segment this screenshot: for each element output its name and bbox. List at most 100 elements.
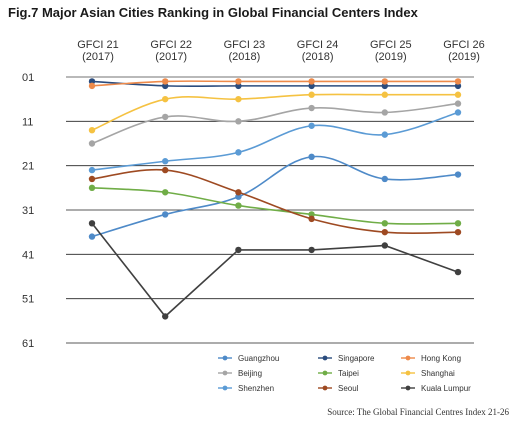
series-line-kuala-lumpur — [91, 222, 459, 318]
legend-item-hong-kong: Hong Kong — [401, 354, 461, 363]
data-point-seoul — [454, 228, 462, 236]
data-point-singapore — [162, 82, 169, 90]
legend-swatch-dot — [405, 370, 411, 376]
series-seoul — [88, 166, 462, 236]
data-point-guangzhou — [235, 193, 242, 200]
legend-item-singapore: Singapore — [318, 354, 375, 363]
data-point-shanghai — [454, 91, 462, 98]
data-point-kuala-lumpur — [235, 246, 242, 254]
data-point-singapore — [308, 82, 315, 90]
category-label: (2017) — [155, 51, 187, 63]
legend-label: Seoul — [338, 384, 359, 393]
data-point-guangzhou — [308, 153, 315, 160]
data-point-shenzhen — [162, 158, 169, 165]
data-point-shanghai — [381, 91, 388, 98]
data-point-seoul — [308, 215, 315, 223]
data-point-beijing — [381, 109, 388, 116]
series-taipei — [88, 184, 462, 227]
y-tick-label: 21 — [22, 161, 34, 173]
series-line-shanghai — [91, 93, 458, 131]
data-point-taipei — [88, 184, 96, 192]
category-label: (2018) — [302, 51, 334, 63]
data-point-hong-kong — [235, 78, 242, 85]
category-label: GFCI 22 — [150, 39, 192, 51]
y-tick-label: 51 — [22, 294, 34, 306]
y-axis-ticks: 01 11 21 31 41 51 61 — [22, 72, 34, 350]
legend-item-guangzhou: Guangzhou — [218, 354, 279, 363]
legend-swatch-dot — [322, 370, 328, 376]
data-point-singapore — [381, 82, 388, 90]
data-point-kuala-lumpur — [381, 242, 388, 249]
data-point-shanghai — [162, 95, 169, 103]
data-point-shenzhen — [381, 131, 388, 138]
series-line-singapore — [91, 80, 458, 88]
data-point-kuala-lumpur — [308, 246, 315, 254]
legend-label: Singapore — [338, 354, 375, 363]
data-point-hong-kong — [308, 78, 315, 85]
data-point-beijing — [308, 104, 315, 112]
data-point-beijing — [88, 140, 96, 147]
data-point-shanghai — [88, 127, 96, 134]
source-note: Source: The Global Financial Centres Ind… — [327, 407, 509, 417]
series-line-hong-kong — [91, 80, 458, 87]
series-shenzhen — [88, 109, 462, 174]
category-label: (2018) — [229, 51, 261, 63]
data-point-seoul — [235, 189, 242, 196]
y-tick-label: 61 — [22, 338, 34, 350]
data-point-beijing — [454, 100, 462, 107]
legend-swatch-dot — [322, 385, 328, 391]
legend-swatch-dot — [222, 370, 228, 376]
data-point-taipei — [235, 202, 242, 209]
series-line-beijing — [91, 102, 459, 145]
data-point-seoul — [162, 166, 169, 174]
legend-item-seoul: Seoul — [318, 384, 359, 393]
legend-label: Guangzhou — [238, 354, 279, 363]
data-point-singapore — [454, 82, 462, 90]
legend-swatch-dot — [322, 355, 328, 361]
data-point-beijing — [235, 118, 242, 125]
legend: Guangzhou Singapore Hong Kong Beijing Taipei… — [218, 354, 471, 393]
legend-swatch-dot — [405, 385, 411, 391]
data-point-shenzhen — [454, 109, 462, 116]
series-shanghai — [88, 91, 462, 134]
y-tick-label: 11 — [22, 116, 33, 128]
data-point-singapore — [88, 78, 96, 85]
category-label: (2019) — [375, 51, 407, 63]
series-lines — [88, 78, 462, 320]
data-point-hong-kong — [381, 78, 388, 85]
series-line-shenzhen — [91, 111, 459, 171]
data-point-hong-kong — [454, 78, 462, 85]
category-label: (2017) — [82, 51, 114, 63]
legend-item-beijing: Beijing — [218, 369, 262, 378]
legend-label: Shenzhen — [238, 384, 274, 393]
legend-swatch-dot — [222, 385, 228, 391]
legend-item-kuala-lumpur: Kuala Lumpur — [401, 384, 471, 393]
data-point-taipei — [454, 220, 462, 227]
legend-item-shenzhen: Shenzhen — [218, 384, 274, 393]
series-singapore — [88, 78, 462, 90]
data-point-shenzhen — [235, 149, 242, 156]
chart-title: Fig.7 Major Asian Cities Ranking in Glob… — [8, 5, 418, 20]
series-line-seoul — [91, 168, 459, 235]
data-point-guangzhou — [162, 211, 169, 218]
data-point-seoul — [381, 228, 388, 236]
legend-swatch-dot — [405, 355, 411, 361]
data-point-guangzhou — [381, 175, 388, 183]
y-tick-label: 01 — [22, 72, 34, 84]
legend-label: Kuala Lumpur — [421, 384, 471, 393]
series-guangzhou — [88, 153, 462, 240]
category-label: GFCI 26 — [443, 39, 485, 51]
data-point-hong-kong — [88, 82, 96, 90]
category-label: GFCI 25 — [370, 39, 412, 51]
y-tick-label: 31 — [22, 205, 34, 217]
data-point-kuala-lumpur — [88, 220, 96, 227]
data-point-guangzhou — [88, 233, 96, 240]
category-label: GFCI 23 — [224, 39, 266, 51]
legend-label: Hong Kong — [421, 354, 461, 363]
category-label: GFCI 21 — [77, 39, 119, 51]
legend-swatch-dot — [222, 355, 228, 361]
data-point-kuala-lumpur — [454, 268, 462, 276]
series-kuala-lumpur — [88, 220, 462, 320]
data-point-taipei — [162, 189, 169, 196]
